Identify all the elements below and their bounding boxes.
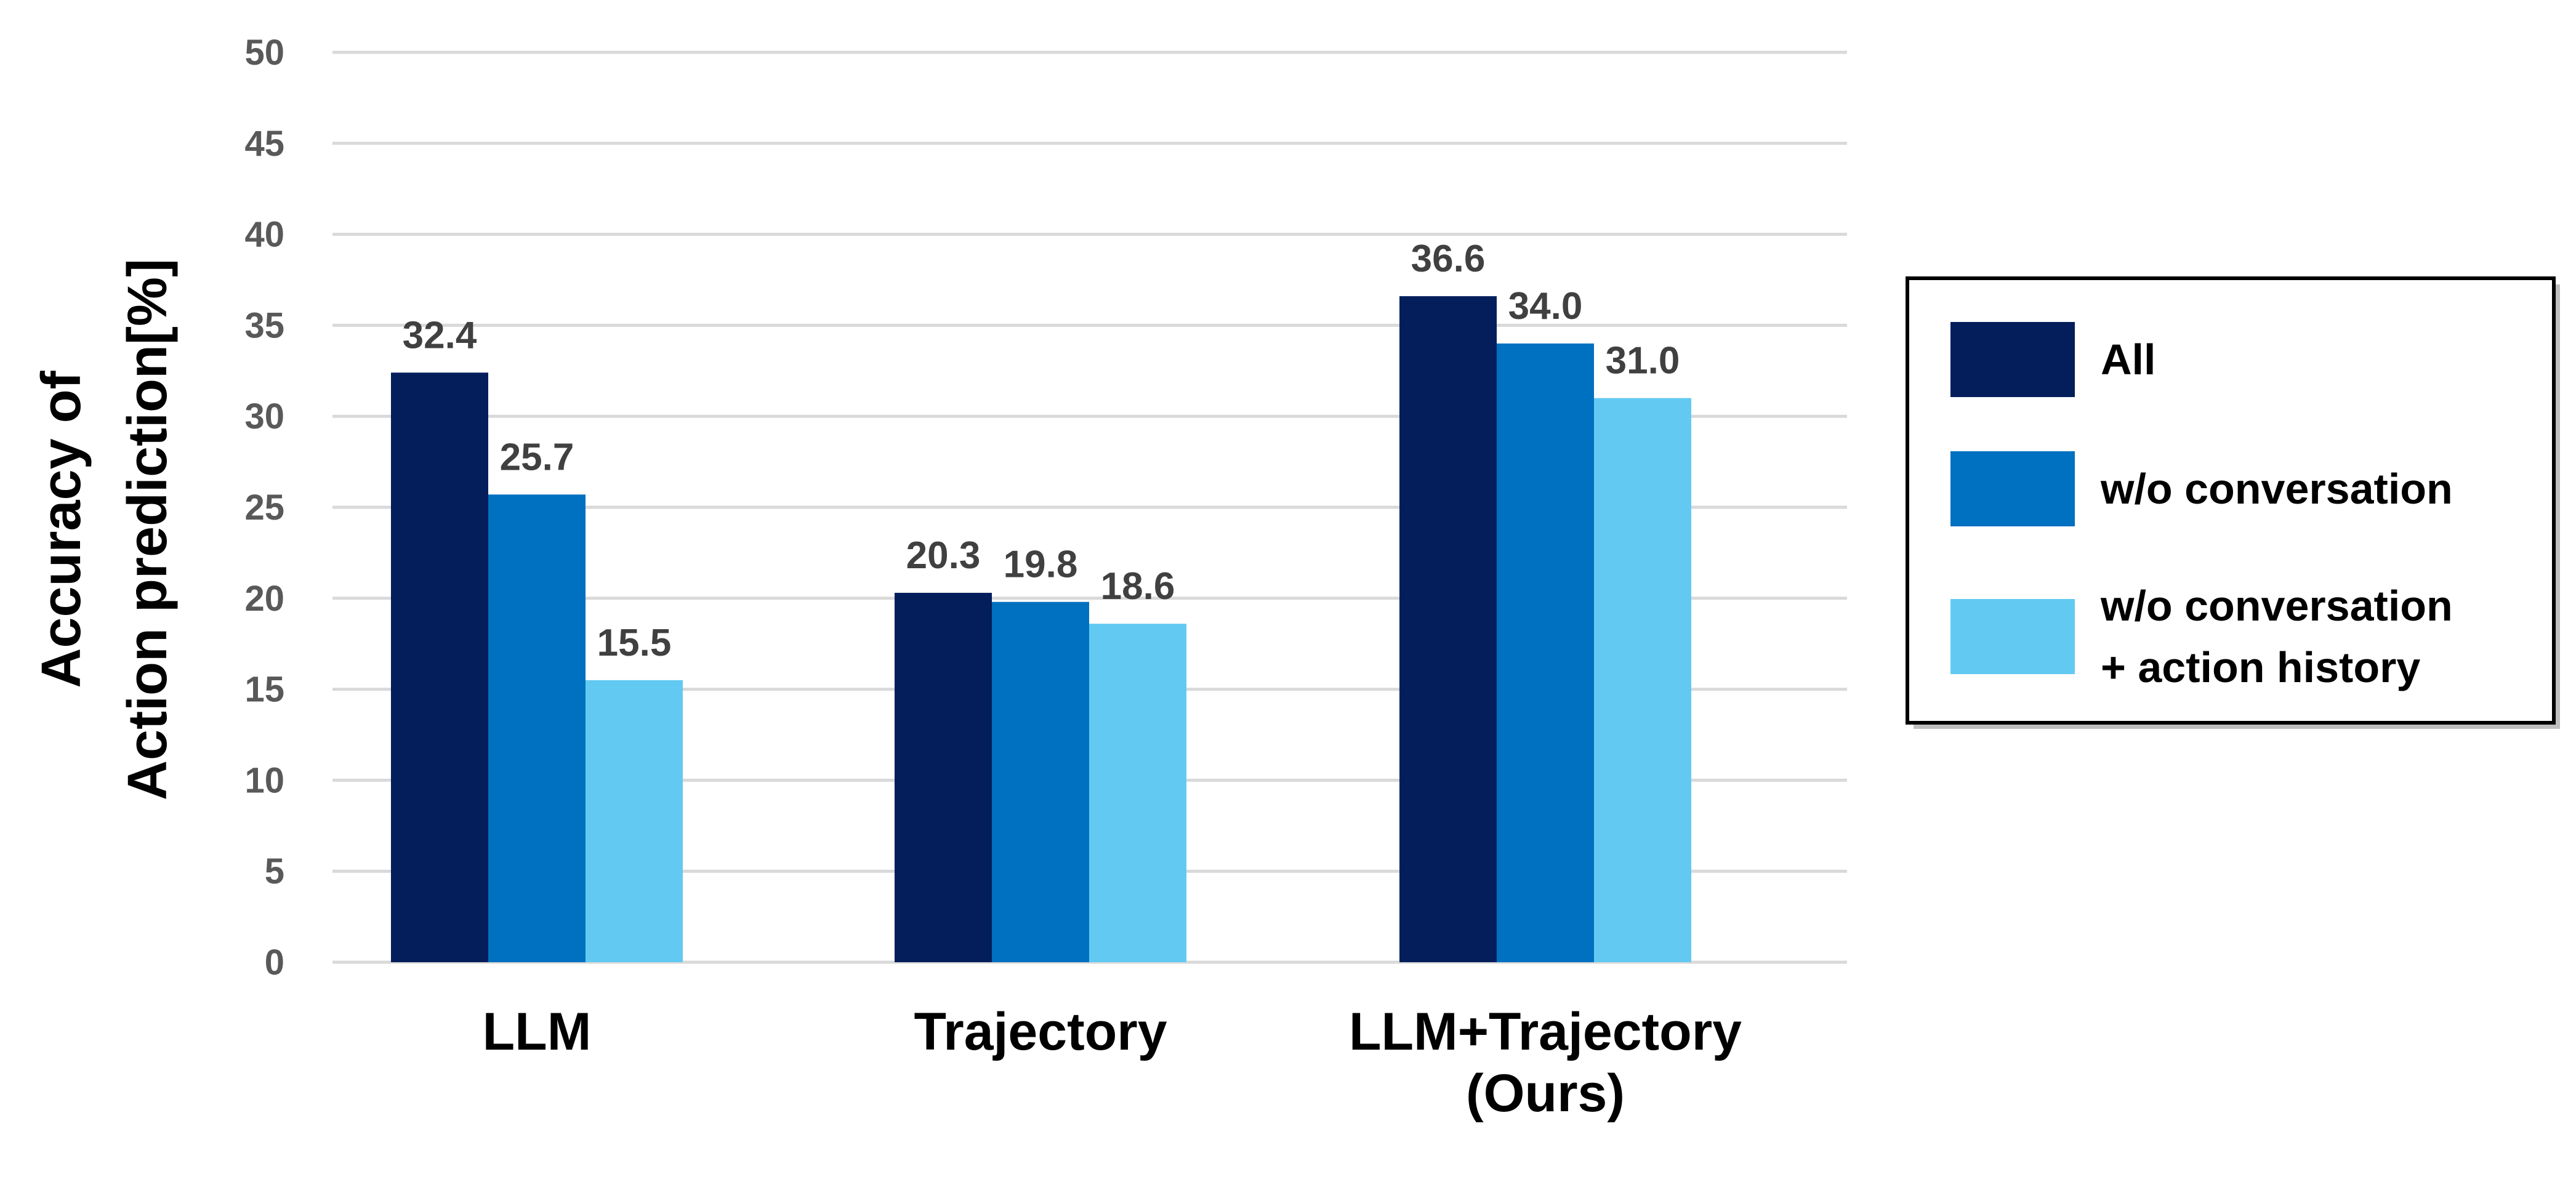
y-tick-label: 5 xyxy=(265,851,284,891)
bar xyxy=(1497,343,1594,962)
legend-swatch xyxy=(1950,322,2075,397)
y-tick-label: 25 xyxy=(244,488,284,528)
bar xyxy=(391,372,488,962)
x-axis-categories: LLM Trajectory LLM+Trajectory(Ours) xyxy=(483,1002,1742,1123)
y-tick-label: 10 xyxy=(244,760,284,800)
bar xyxy=(1399,296,1497,962)
y-axis-title-line: Accuracy of xyxy=(31,370,92,688)
data-label: 20.3 xyxy=(906,534,981,577)
y-axis-label: Accuracy of Action prediction[%] xyxy=(31,259,179,800)
y-tick-label: 15 xyxy=(244,670,284,710)
bar xyxy=(488,494,586,962)
data-label: 25.7 xyxy=(500,436,574,478)
bar xyxy=(1089,624,1186,962)
data-label: 31.0 xyxy=(1606,340,1680,382)
y-tick-label: 30 xyxy=(244,396,284,436)
bar xyxy=(1594,398,1691,962)
data-label: 34.0 xyxy=(1508,285,1583,328)
x-category-label: (Ours) xyxy=(1466,1064,1625,1123)
bar xyxy=(895,592,992,962)
bar xyxy=(586,680,683,962)
legend-label: + action history xyxy=(2101,643,2420,691)
data-label: 36.6 xyxy=(1411,238,1486,280)
legend-label: w/o conversation xyxy=(2100,465,2453,513)
bars xyxy=(391,296,1691,962)
x-category-label: Trajectory xyxy=(914,1002,1167,1061)
data-label: 18.6 xyxy=(1101,565,1175,608)
y-axis-ticks: 0 5 10 15 20 25 30 35 40 45 50 xyxy=(244,33,284,983)
x-category-label: LLM xyxy=(483,1002,592,1061)
legend: All w/o conversation w/o conversation + act… xyxy=(1906,276,2560,729)
data-label: 32.4 xyxy=(403,314,477,356)
y-axis-title-line: Action prediction[%] xyxy=(117,259,179,800)
y-tick-label: 35 xyxy=(244,305,284,345)
data-labels: 32.4 25.7 15.5 20.3 19.8 18.6 36.6 34.0 31.0 xyxy=(403,238,1680,664)
legend-label: w/o conversation xyxy=(2100,582,2453,630)
y-tick-label: 0 xyxy=(265,943,284,983)
y-tick-label: 45 xyxy=(244,124,284,164)
bar xyxy=(992,601,1089,962)
legend-label: All xyxy=(2101,336,2155,384)
legend-swatch xyxy=(1950,451,2075,526)
data-label: 15.5 xyxy=(597,622,672,664)
data-label: 19.8 xyxy=(1004,544,1078,586)
legend-swatch xyxy=(1950,599,2075,674)
y-tick-label: 50 xyxy=(244,33,284,73)
x-category-label: LLM+Trajectory xyxy=(1349,1002,1742,1061)
y-tick-label: 40 xyxy=(244,215,284,255)
y-tick-label: 20 xyxy=(244,579,284,619)
